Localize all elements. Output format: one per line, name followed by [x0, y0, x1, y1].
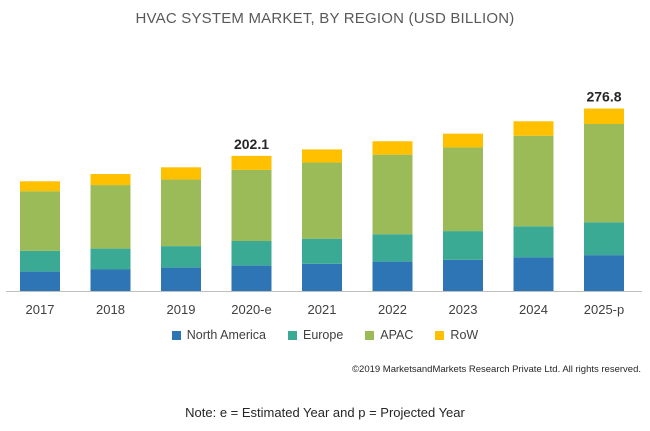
bar-row-2022: [372, 141, 413, 155]
x-tick-label: 2020-e: [231, 302, 271, 317]
legend-item-row: RoW: [435, 328, 478, 342]
x-tick-label: 2023: [449, 302, 478, 317]
bar-north-america-2017: [20, 271, 60, 291]
legend-swatch: [171, 330, 181, 340]
bar-apac-2020-e: [231, 169, 272, 241]
x-tick-label: 2019: [167, 302, 196, 317]
x-tick-label: 2025-p: [584, 302, 624, 317]
legend-swatch: [365, 330, 375, 340]
data-label-total: 276.8: [586, 89, 621, 105]
bar-north-america-2021: [302, 263, 342, 291]
bar-north-america-2024: [513, 257, 554, 291]
bar-apac-2022: [372, 154, 413, 235]
bar-europe-2018: [90, 248, 131, 270]
bar-north-america-2023: [443, 259, 483, 291]
bar-apac-2017: [20, 191, 60, 251]
x-tick-label: 2022: [378, 302, 407, 317]
bar-row-2018: [90, 174, 131, 186]
legend-swatch: [435, 330, 445, 340]
x-tick-label: 2024: [519, 302, 548, 317]
bar-north-america-2025-p: [584, 255, 624, 291]
bar-europe-2020-e: [231, 240, 272, 266]
bar-europe-2019: [161, 246, 201, 268]
bar-north-america-2022: [372, 261, 413, 291]
bar-row-2023: [443, 133, 483, 148]
x-tick-label: 2018: [96, 302, 125, 317]
bar-europe-2021: [302, 238, 342, 264]
legend-label: APAC: [380, 328, 414, 342]
footnote: Note: e = Estimated Year and p = Project…: [185, 405, 465, 420]
bar-row-2019: [161, 167, 201, 180]
bar-europe-2017: [20, 250, 60, 272]
bar-row-2024: [513, 121, 554, 136]
data-label-total: 202.1: [234, 136, 269, 152]
bar-north-america-2018: [90, 269, 131, 291]
bar-row-2021: [302, 149, 342, 163]
bar-north-america-2019: [161, 267, 201, 291]
chart-title: HVAC SYSTEM MARKET, BY REGION (USD BILLI…: [135, 10, 515, 27]
x-tick-label: 2021: [308, 302, 337, 317]
bar-apac-2023: [443, 147, 483, 232]
legend-item-europe: Europe: [287, 328, 344, 342]
bar-europe-2024: [513, 226, 554, 258]
bar-row-2025-p: [584, 108, 624, 125]
bar-north-america-2020-e: [231, 265, 272, 291]
bar-apac-2024: [513, 135, 554, 227]
bar-europe-2022: [372, 234, 413, 262]
legend-swatch: [287, 330, 297, 340]
legend-item-north-america: North America: [171, 328, 266, 342]
legend-label: RoW: [450, 328, 479, 342]
legend-item-apac: APAC: [365, 328, 413, 342]
legend-label: North America: [186, 328, 266, 342]
bar-apac-2019: [161, 179, 201, 247]
bar-apac-2021: [302, 162, 342, 239]
bar-row-2017: [20, 181, 60, 192]
copyright-text: ©2019 MarketsandMarkets Research Private…: [352, 364, 641, 375]
x-tick-label: 2017: [26, 302, 55, 317]
legend: North America Europe APAC RoW: [0, 328, 650, 342]
bar-apac-2018: [90, 185, 131, 249]
bar-europe-2025-p: [584, 222, 624, 256]
bar-row-2020-e: [231, 155, 272, 170]
bar-apac-2025-p: [584, 124, 624, 223]
bar-europe-2023: [443, 231, 483, 260]
legend-label: Europe: [302, 328, 344, 342]
